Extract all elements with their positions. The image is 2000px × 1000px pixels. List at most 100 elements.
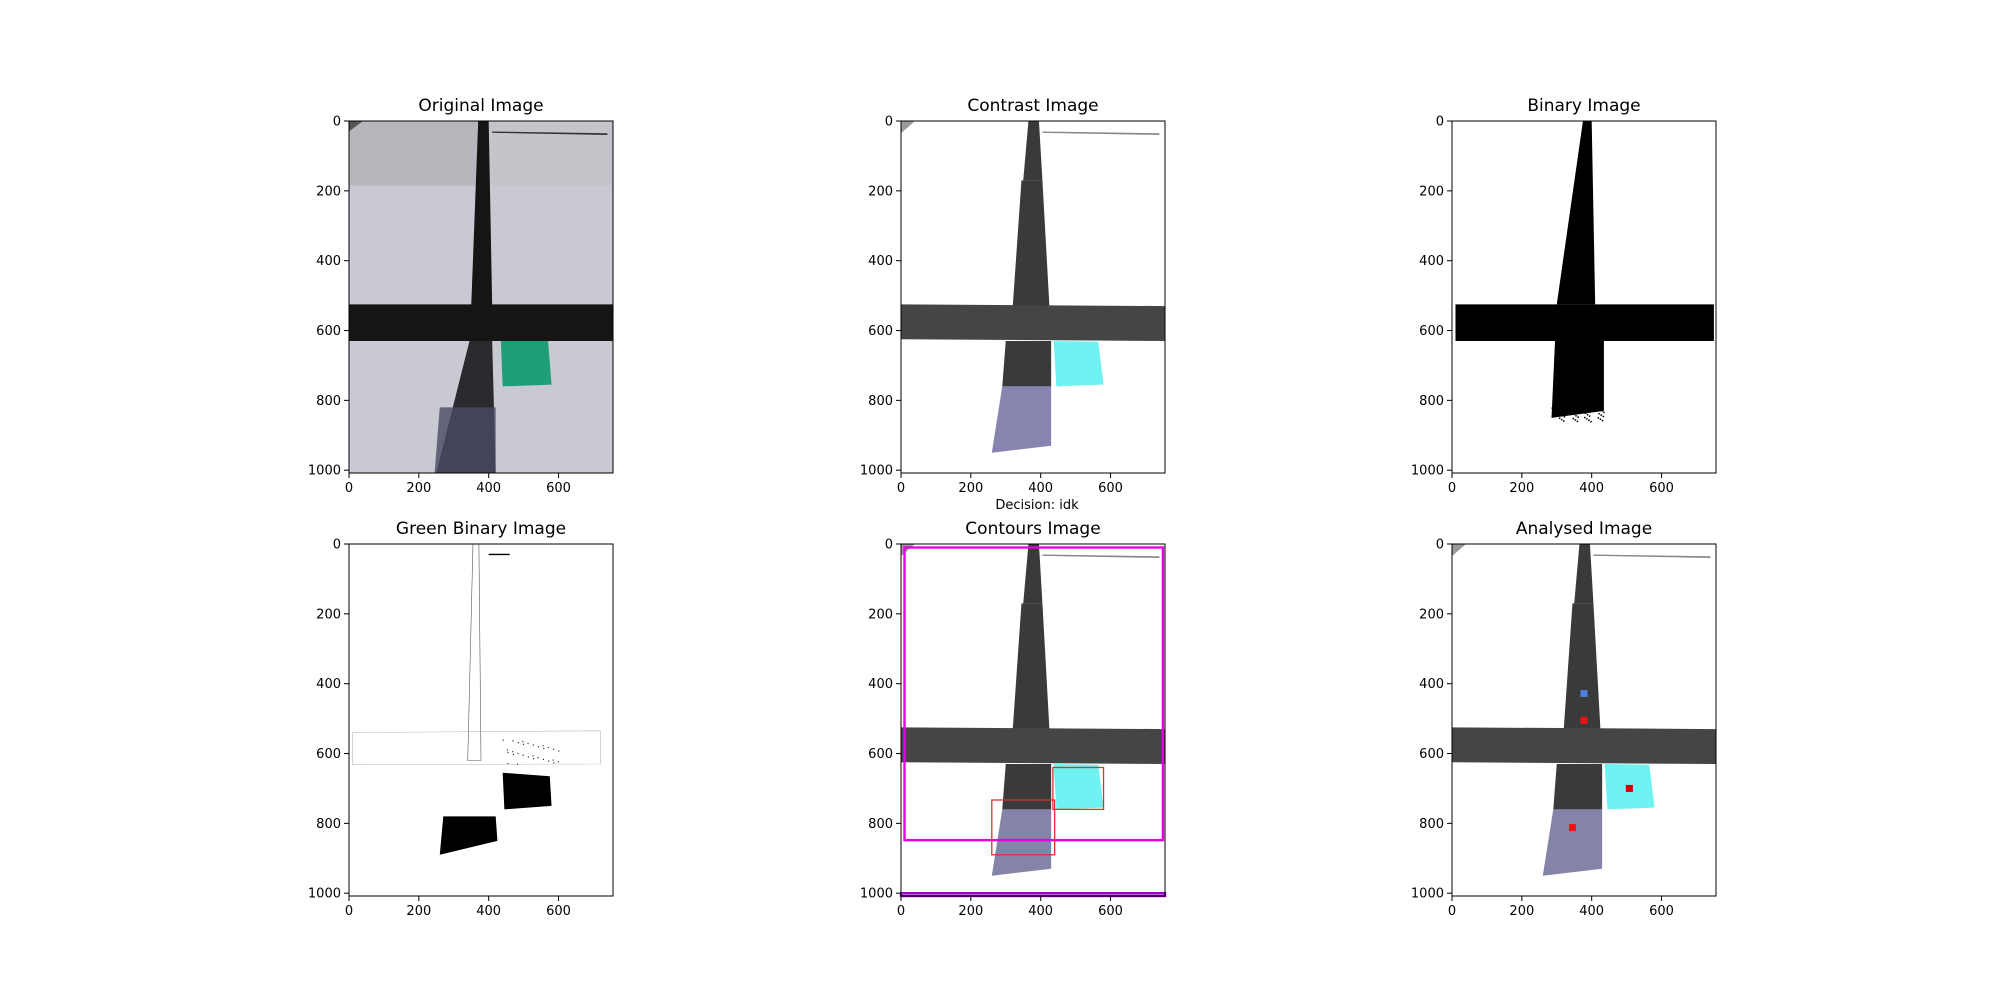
noise-pixel — [1586, 413, 1589, 416]
x-tick-label: 200 — [406, 904, 431, 919]
x-tick-label: 0 — [345, 904, 353, 919]
x-tick-label: 400 — [476, 904, 501, 919]
noise-pixel — [527, 742, 529, 744]
y-tick-label: 1000 — [860, 464, 893, 479]
noise-pixel — [522, 754, 524, 756]
bottom-gradient — [991, 386, 1052, 453]
noise-pixel — [506, 749, 509, 751]
top-streak — [492, 131, 608, 135]
noise-pixel — [517, 752, 519, 755]
noise-pixel — [1571, 408, 1574, 410]
y-tick-label: 0 — [1436, 115, 1444, 130]
noise-pixel — [537, 757, 539, 759]
vertical-bar-bottom — [1551, 341, 1604, 418]
noise-pixel — [1588, 415, 1591, 417]
noise-pixel — [1590, 420, 1592, 423]
y-tick-label: 400 — [316, 677, 341, 692]
bottom-blob — [439, 816, 498, 855]
horizontal-bar — [901, 727, 1165, 764]
noise-pixel — [527, 756, 529, 758]
noise-pixel — [532, 744, 534, 746]
noise-pixel — [1588, 419, 1590, 422]
binary-frame — [1451, 120, 1717, 474]
contours-axes: 0 200 400 600 0 200 400 600 800 1000 — [860, 538, 1167, 919]
horizontal-bar — [901, 304, 1165, 341]
x-tick-label: 200 — [958, 904, 983, 919]
noise-pixel — [532, 755, 534, 757]
binary-axes: 0 200 400 600 0 200 400 600 800 1000 — [1411, 115, 1717, 496]
x-tick-label: 600 — [1649, 904, 1674, 919]
corner-shadow — [349, 121, 363, 132]
y-tick-label: 400 — [868, 677, 893, 692]
y-tick-label: 600 — [868, 747, 893, 762]
original-frame — [348, 120, 614, 474]
noise-pixel — [548, 760, 550, 762]
vertical-bar-mid — [1563, 603, 1601, 730]
bottom-gradient — [991, 809, 1052, 876]
top-speck — [488, 553, 510, 556]
analysed-axes: 0 200 400 600 0 200 400 600 800 1000 — [1411, 538, 1717, 919]
noise-pixel — [517, 742, 519, 744]
cyan-marker — [1053, 341, 1104, 387]
noise-pixel — [522, 743, 525, 745]
contour-box-3 — [991, 799, 1056, 856]
noise-pixel — [1551, 407, 1554, 409]
noise-pixel — [1558, 407, 1560, 410]
noise-pixel — [1585, 408, 1587, 410]
noise-pixel — [516, 763, 519, 765]
y-tick-label: 400 — [1419, 677, 1444, 692]
noise-pixel — [1602, 415, 1605, 418]
y-tick-label: 200 — [316, 184, 341, 199]
noise-pixel — [543, 747, 545, 750]
x-tick-label: 0 — [1448, 904, 1456, 919]
noise-pixel — [522, 740, 524, 743]
noise-pixel — [1561, 414, 1564, 417]
y-tick-label: 800 — [1419, 817, 1444, 832]
x-tick-label: 600 — [1098, 904, 1123, 919]
y-tick-label: 1000 — [1411, 887, 1444, 902]
noise-pixel — [1589, 411, 1592, 413]
vertical-bar-lower — [1002, 341, 1052, 387]
original-title: Original Image — [418, 96, 544, 116]
analysis-point-0 — [1580, 689, 1588, 697]
noise-pixel — [512, 740, 514, 742]
noise-pixel — [1587, 409, 1589, 412]
noise-pixel — [1599, 408, 1601, 411]
x-tick-label: 600 — [1649, 481, 1674, 496]
x-tick-label: 400 — [1579, 904, 1604, 919]
noise-pixel — [1559, 413, 1562, 415]
noise-pixel — [1562, 410, 1564, 412]
y-tick-label: 1000 — [308, 887, 341, 902]
top-streak — [1593, 554, 1711, 558]
noise-pixel — [552, 759, 554, 761]
green-binary-title: Green Binary Image — [395, 519, 567, 539]
noise-pixel — [1572, 417, 1574, 420]
noise-pixel — [1571, 412, 1573, 414]
horizontal-outline — [352, 730, 601, 765]
x-tick-label: 600 — [1098, 481, 1123, 496]
green-binary-axes: 0 200 400 600 0 200 400 600 800 1000 — [308, 538, 614, 919]
bottom-gradient — [1542, 809, 1603, 876]
noise-pixel — [1564, 411, 1566, 414]
noise-pixel — [512, 753, 514, 756]
y-tick-label: 0 — [885, 115, 893, 130]
contrast-title: Contrast Image — [967, 96, 1099, 116]
horizontal-bar — [1452, 727, 1716, 764]
x-tick-label: 600 — [546, 904, 571, 919]
horizontal-bar — [1455, 304, 1714, 341]
vertical-bar-mid — [1012, 180, 1050, 307]
noise-pixel — [1560, 409, 1562, 411]
noise-pixel — [537, 746, 540, 748]
marker-blob — [502, 772, 552, 810]
contour-box-0 — [903, 546, 1165, 842]
contrast-axes: 0 200 400 600 0 200 400 600 800 1000 — [860, 115, 1166, 496]
y-tick-label: 0 — [1436, 538, 1444, 553]
y-tick-label: 1000 — [860, 887, 893, 902]
x-tick-label: 0 — [1448, 481, 1456, 496]
y-tick-label: 400 — [1419, 254, 1444, 269]
contour-box-2 — [1052, 766, 1105, 811]
noise-pixel — [1601, 419, 1604, 422]
noise-pixel — [1563, 420, 1565, 422]
noise-pixel — [1558, 417, 1561, 419]
noise-pixel — [507, 752, 509, 754]
